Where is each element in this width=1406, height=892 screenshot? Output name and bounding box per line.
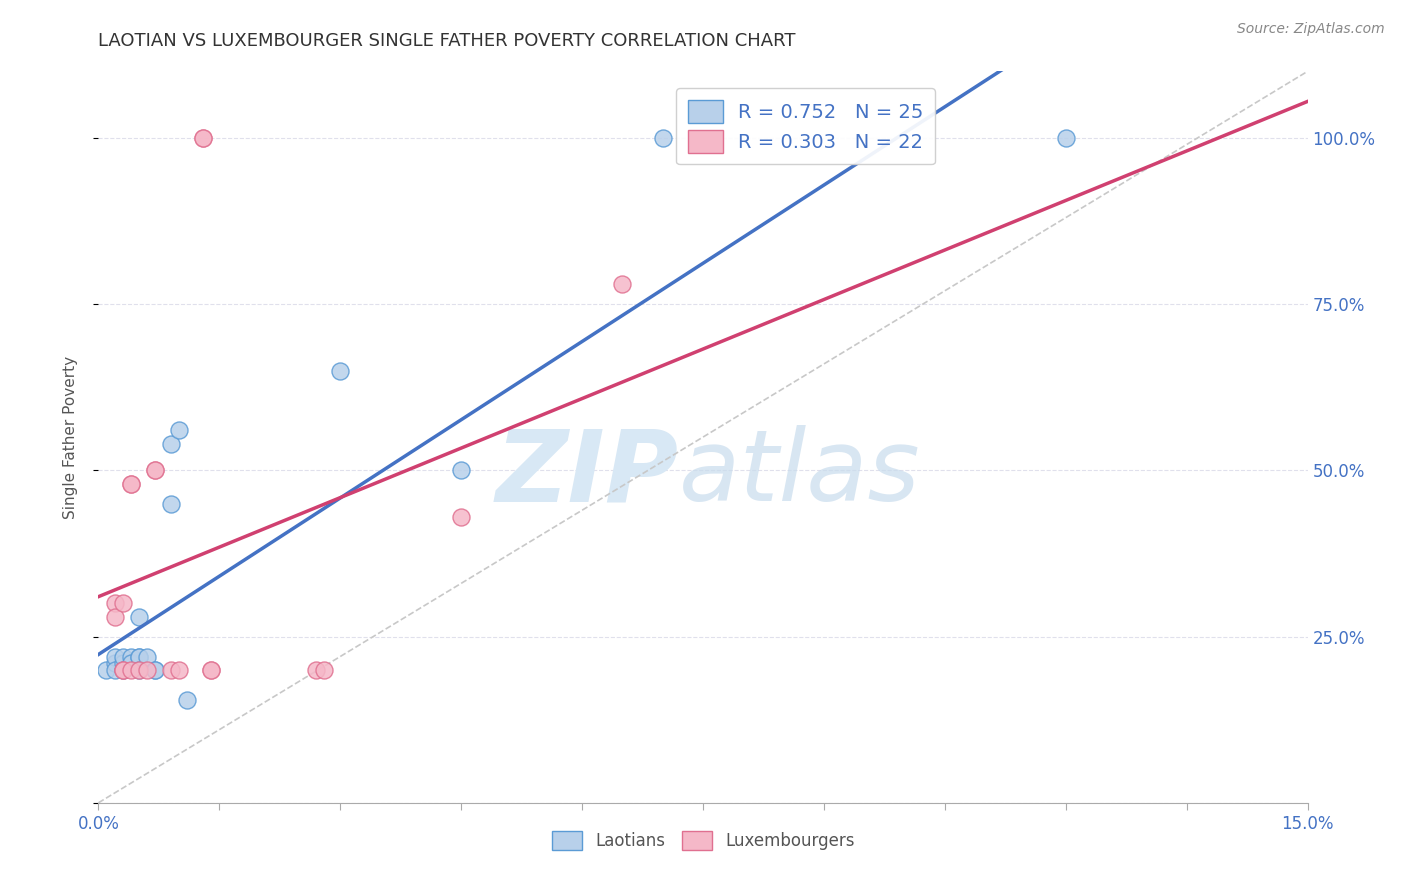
Point: [1054, 131, 1077, 145]
Point: [450, 509, 472, 524]
Point: [135, 649, 157, 664]
Point: [103, 663, 125, 677]
Point: [143, 663, 166, 677]
Point: [111, 663, 134, 677]
Point: [200, 663, 222, 677]
Point: [200, 663, 222, 677]
Point: [103, 649, 125, 664]
Legend: Laotians, Luxembourgers: Laotians, Luxembourgers: [546, 824, 860, 856]
Text: ZIP: ZIP: [496, 425, 679, 522]
Point: [305, 663, 328, 677]
Point: [103, 596, 125, 610]
Point: [160, 497, 183, 511]
Point: [128, 649, 150, 664]
Point: [160, 663, 183, 677]
Point: [128, 663, 150, 677]
Point: [120, 649, 142, 664]
Text: atlas: atlas: [679, 425, 921, 522]
Point: [128, 663, 150, 677]
Text: Source: ZipAtlas.com: Source: ZipAtlas.com: [1237, 22, 1385, 37]
Point: [120, 476, 142, 491]
Point: [314, 663, 336, 677]
Text: LAOTIAN VS LUXEMBOURGER SINGLE FATHER POVERTY CORRELATION CHART: LAOTIAN VS LUXEMBOURGER SINGLE FATHER PO…: [98, 32, 796, 50]
Point: [193, 131, 215, 145]
Point: [135, 663, 157, 677]
Y-axis label: Single Father Poverty: Single Father Poverty: [63, 356, 77, 518]
Point: [128, 609, 150, 624]
Point: [111, 649, 134, 664]
Point: [111, 663, 134, 677]
Point: [96, 663, 118, 677]
Point: [103, 656, 125, 670]
Point: [160, 436, 183, 450]
Point: [120, 656, 142, 670]
Point: [143, 463, 166, 477]
Point: [651, 131, 673, 145]
Point: [111, 656, 134, 670]
Point: [111, 663, 134, 677]
Point: [120, 663, 142, 677]
Point: [167, 663, 190, 677]
Point: [103, 609, 125, 624]
Point: [450, 463, 472, 477]
Point: [612, 277, 634, 292]
Point: [193, 131, 215, 145]
Point: [120, 476, 142, 491]
Point: [167, 424, 190, 438]
Point: [120, 656, 142, 670]
Point: [111, 596, 134, 610]
Point: [329, 363, 352, 377]
Point: [176, 692, 198, 706]
Point: [143, 663, 166, 677]
Point: [128, 649, 150, 664]
Point: [143, 463, 166, 477]
